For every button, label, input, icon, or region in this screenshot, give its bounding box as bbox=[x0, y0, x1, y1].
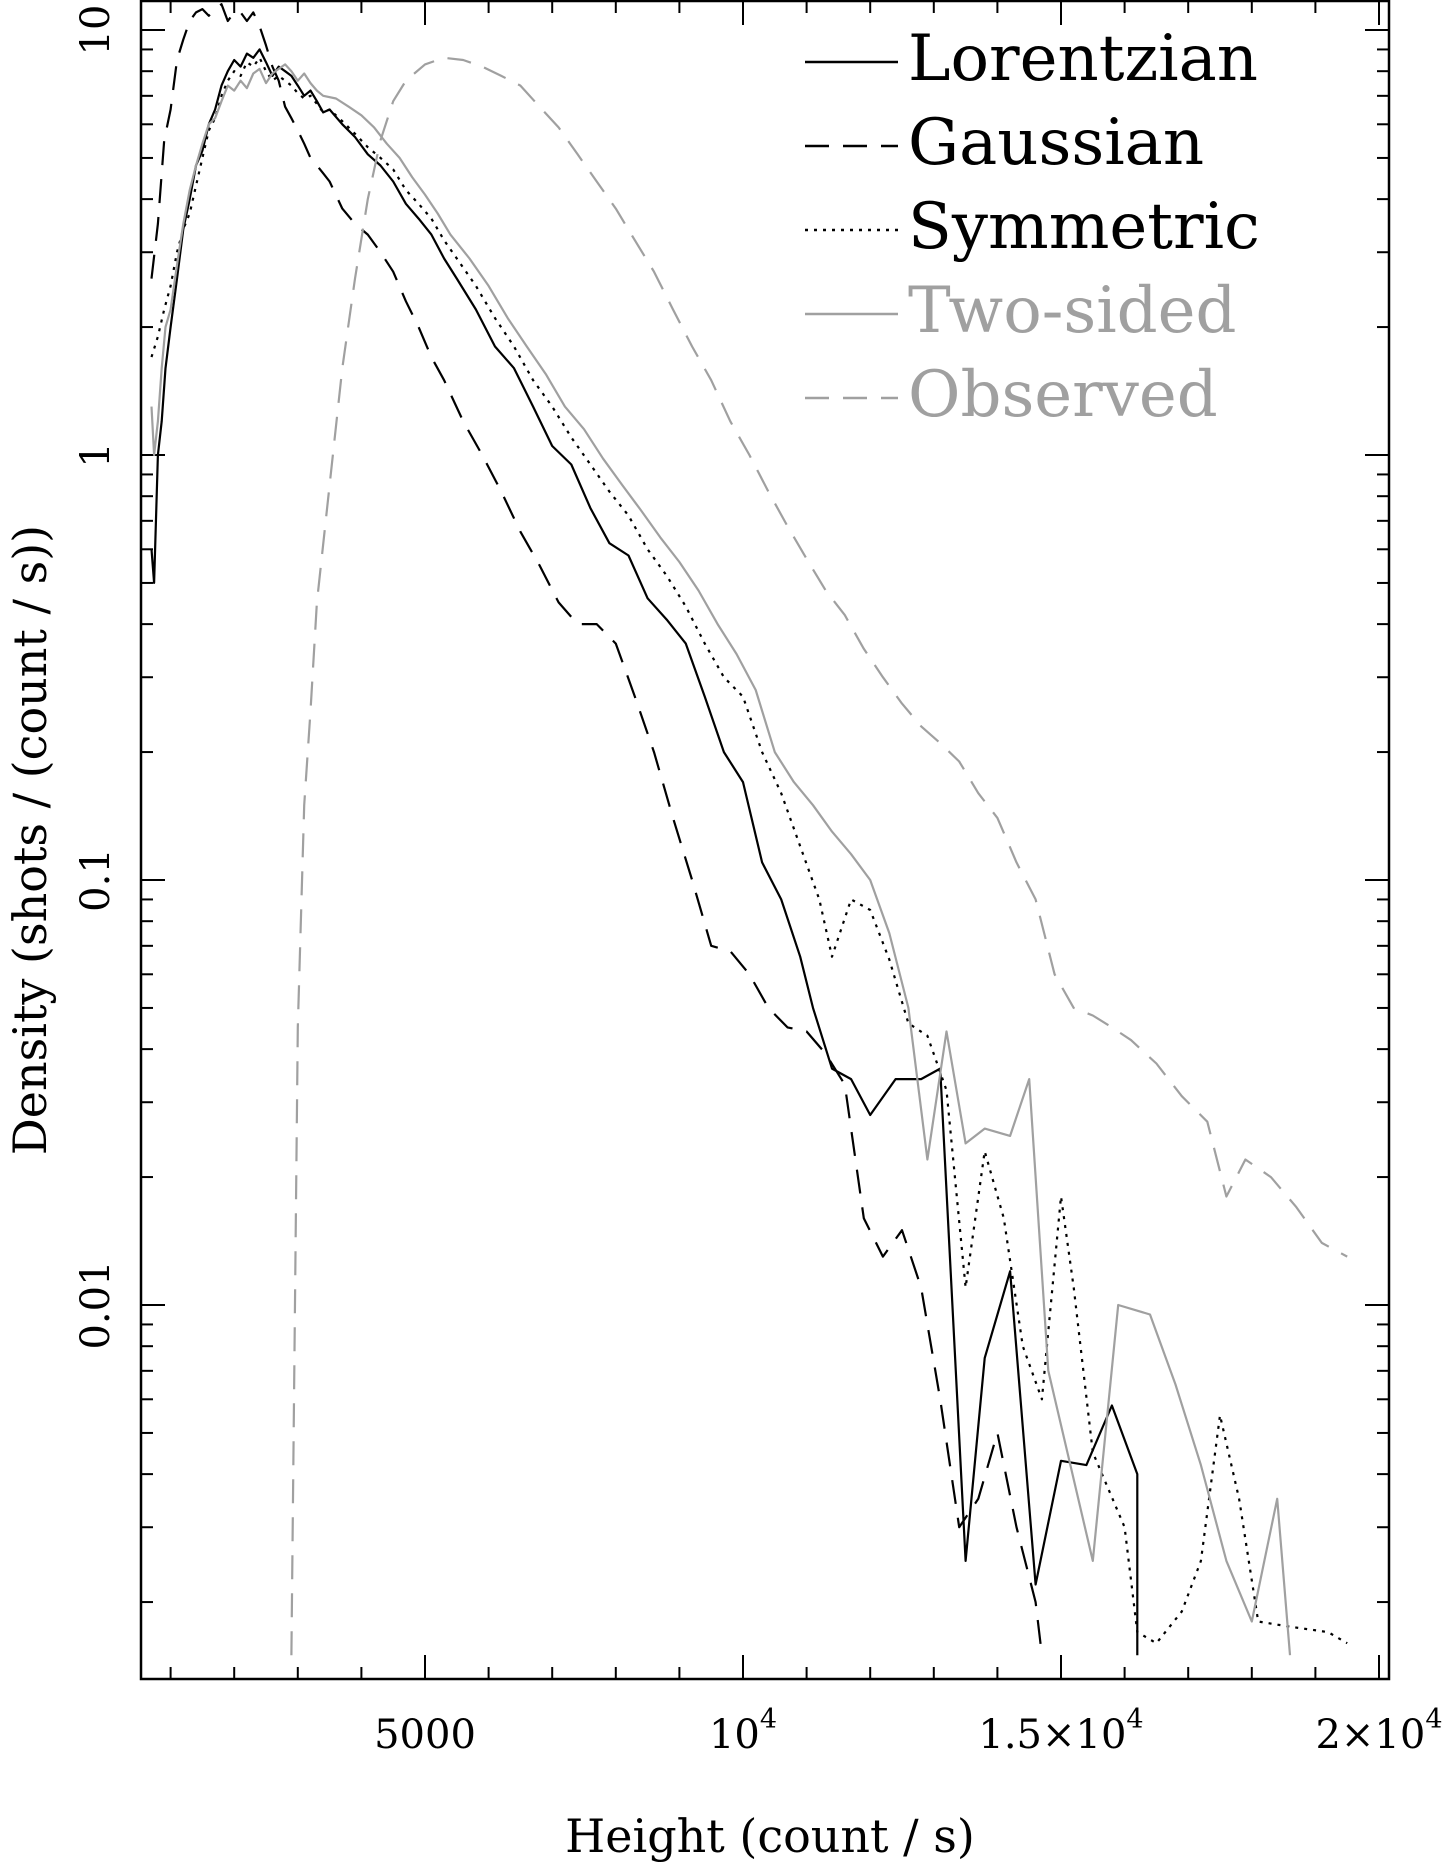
legend-label-gaussian: Gaussian bbox=[908, 106, 1204, 180]
series-line-lorentzian bbox=[150, 48, 1139, 1656]
tick-labels: 5000 104 1.5×104 2×104 10 1 0.1 0.01 bbox=[73, 5, 1443, 1758]
series-group bbox=[150, 3, 1348, 1656]
x-tick-label: 5000 bbox=[374, 1712, 476, 1758]
legend-label-lorentzian: Lorentzian bbox=[908, 22, 1258, 96]
legend: Lorentzian Gaussian Symmetric Two-sided Obse… bbox=[805, 22, 1260, 432]
plot-frame bbox=[139, 0, 1391, 1681]
legend-label-observed: Observed bbox=[908, 358, 1218, 432]
y-tick-label: 1 bbox=[73, 442, 119, 467]
axis-ticks bbox=[141, 1, 1389, 1679]
x-tick-label: 104 bbox=[709, 1704, 777, 1758]
y-tick-label: 0.01 bbox=[73, 1260, 119, 1349]
y-tick-label: 10 bbox=[73, 5, 119, 56]
x-axis-title: Height (count / s) bbox=[565, 1809, 975, 1863]
y-tick-label: 0.1 bbox=[73, 848, 119, 912]
series-line-two-sided bbox=[150, 63, 1292, 1656]
legend-label-two-sided: Two-sided bbox=[908, 274, 1236, 348]
series-line-observed bbox=[290, 56, 1348, 1656]
series-line-symmetric bbox=[150, 56, 1348, 1645]
y-axis-title: Density (shots / (count / s)) bbox=[3, 525, 57, 1155]
series-line-gaussian bbox=[150, 3, 1043, 1656]
x-tick-label: 1.5×104 bbox=[978, 1704, 1143, 1758]
legend-label-symmetric: Symmetric bbox=[908, 190, 1260, 264]
x-tick-label: 2×104 bbox=[1315, 1704, 1442, 1758]
